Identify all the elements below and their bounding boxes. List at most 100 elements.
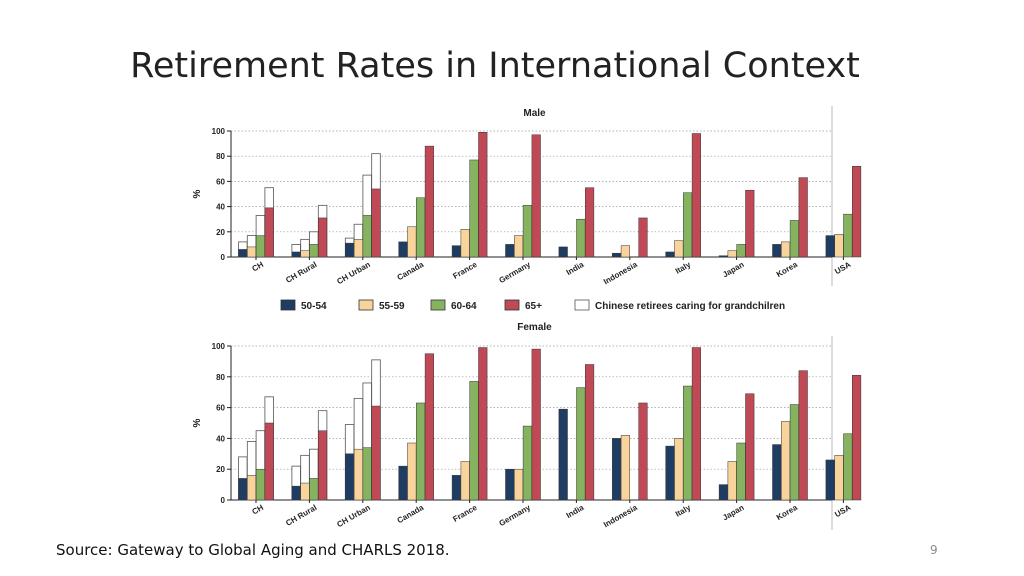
bar-ch-rural-60-64 bbox=[309, 478, 319, 501]
bar-japan-50-54 bbox=[718, 255, 728, 258]
bar-indonesia-50-54 bbox=[612, 438, 622, 501]
x-tick-label-usa: USA bbox=[833, 260, 852, 276]
x-tick-label-japan: Japan bbox=[721, 503, 746, 522]
bar-japan-65 bbox=[745, 393, 755, 501]
bar-germany-55-59 bbox=[514, 235, 524, 258]
bar-usa-55-59 bbox=[834, 234, 844, 258]
y-tick-label: 80 bbox=[216, 373, 225, 382]
bar-germany-55-59 bbox=[514, 468, 524, 501]
bar-canada-55-59 bbox=[407, 442, 417, 501]
bar-france-60-64 bbox=[469, 159, 479, 258]
y-tick-label: 60 bbox=[216, 404, 225, 413]
bar-ch-65 bbox=[264, 207, 274, 258]
y-tick-label: 100 bbox=[212, 127, 226, 136]
bar-italy-60-64 bbox=[683, 385, 693, 501]
bar-ch-60-64 bbox=[255, 235, 265, 258]
y-tick-label: 40 bbox=[216, 203, 225, 212]
bar-ch-50-54 bbox=[238, 249, 248, 258]
x-tick-label-canada: Canada bbox=[396, 503, 426, 526]
y-tick-label: 40 bbox=[216, 434, 225, 443]
legend-label: 50-54 bbox=[301, 301, 327, 312]
bar-italy-55-59 bbox=[674, 240, 684, 258]
bar-canada-65 bbox=[424, 353, 434, 501]
bar-usa-65 bbox=[852, 166, 862, 258]
bar-italy-65 bbox=[691, 347, 701, 501]
bar-india-60-64 bbox=[576, 387, 586, 501]
bar-usa-50-54 bbox=[825, 459, 835, 501]
bar-korea-60-64 bbox=[789, 404, 799, 501]
x-tick-label-ch-rural: CH Rural bbox=[284, 503, 318, 528]
x-tick-label-germany: Germany bbox=[497, 260, 532, 285]
bar-canada-65 bbox=[424, 145, 434, 258]
legend-swatch bbox=[280, 299, 296, 311]
bar-japan-65 bbox=[745, 189, 755, 258]
bar-ch-rural-50-54 bbox=[291, 251, 301, 258]
bar-indonesia-55-59 bbox=[620, 435, 630, 501]
y-axis-label: % bbox=[192, 189, 203, 198]
bar-france-55-59 bbox=[460, 229, 470, 258]
bar-japan-50-54 bbox=[718, 484, 728, 501]
bar-germany-65 bbox=[531, 348, 541, 501]
bar-usa-50-54 bbox=[825, 235, 835, 258]
page-number: 9 bbox=[930, 543, 938, 557]
bar-korea-65 bbox=[798, 177, 808, 258]
legend-item-55-59: 55-59 bbox=[358, 299, 405, 312]
bar-italy-50-54 bbox=[665, 251, 675, 258]
y-axis-label: % bbox=[192, 418, 203, 427]
x-tick-label-japan: Japan bbox=[721, 260, 746, 279]
bar-france-55-59 bbox=[460, 461, 470, 501]
source-note: Source: Gateway to Global Aging and CHAR… bbox=[56, 541, 450, 559]
bar-ch-urban-50-54 bbox=[345, 242, 355, 258]
legend-item-chinese-retirees-caring-for-grandchilren: Chinese retirees caring for grandchilren bbox=[574, 299, 785, 312]
bar-germany-65 bbox=[531, 134, 541, 258]
legend: 50-54 55-59 60-64 65+ Chinese retirees carin… bbox=[280, 299, 785, 312]
bar-india-50-54 bbox=[558, 408, 568, 501]
bar-japan-55-59 bbox=[727, 250, 737, 258]
bar-ch-urban-65 bbox=[371, 405, 381, 501]
bar-canada-55-59 bbox=[407, 226, 417, 258]
x-tick-label-ch: CH bbox=[250, 503, 265, 517]
y-tick-label: 80 bbox=[216, 152, 225, 161]
bar-ch-urban-60-64 bbox=[362, 215, 372, 258]
bar-ch-rural-50-54 bbox=[291, 485, 301, 501]
bar-ch-urban-55-59 bbox=[353, 448, 363, 501]
bar-france-50-54 bbox=[451, 245, 461, 258]
x-tick-label-korea: Korea bbox=[775, 503, 800, 522]
x-tick-label-india: India bbox=[565, 260, 586, 277]
bar-india-50-54 bbox=[558, 246, 568, 258]
bar-india-65 bbox=[585, 364, 595, 501]
bar-korea-65 bbox=[798, 370, 808, 501]
bar-germany-60-64 bbox=[522, 205, 532, 258]
x-tick-label-italy: Italy bbox=[674, 260, 693, 276]
legend-label: Chinese retirees caring for grandchilren bbox=[595, 301, 785, 312]
bar-italy-60-64 bbox=[683, 192, 693, 258]
x-tick-label-france: France bbox=[451, 260, 479, 281]
legend-label: 60-64 bbox=[451, 301, 477, 312]
bar-ch-rural-65 bbox=[318, 217, 328, 258]
bar-germany-60-64 bbox=[522, 425, 532, 501]
panel-title-male: Male bbox=[523, 108, 546, 119]
bar-canada-50-54 bbox=[398, 465, 408, 501]
bar-korea-50-54 bbox=[772, 244, 782, 258]
x-tick-label-usa: USA bbox=[833, 503, 852, 519]
x-tick-label-france: France bbox=[451, 503, 479, 524]
bar-korea-50-54 bbox=[772, 444, 782, 501]
bar-korea-60-64 bbox=[789, 220, 799, 258]
bar-france-50-54 bbox=[451, 475, 461, 501]
bar-ch-rural-60-64 bbox=[309, 244, 319, 258]
bar-ch-60-64 bbox=[255, 468, 265, 501]
y-tick-label: 60 bbox=[216, 177, 225, 186]
bar-korea-55-59 bbox=[781, 241, 791, 258]
bar-ch-55-59 bbox=[247, 246, 257, 258]
bar-germany-50-54 bbox=[505, 244, 515, 258]
bar-indonesia-65 bbox=[638, 217, 648, 258]
bar-ch-rural-55-59 bbox=[300, 482, 310, 501]
bar-usa-55-59 bbox=[834, 455, 844, 501]
bar-japan-60-64 bbox=[736, 442, 746, 501]
bar-ch-urban-65 bbox=[371, 188, 381, 258]
x-tick-label-indonesia: Indonesia bbox=[602, 503, 639, 530]
bar-japan-55-59 bbox=[727, 461, 737, 501]
y-tick-label: 0 bbox=[221, 253, 226, 262]
bar-ch-urban-60-64 bbox=[362, 447, 372, 501]
